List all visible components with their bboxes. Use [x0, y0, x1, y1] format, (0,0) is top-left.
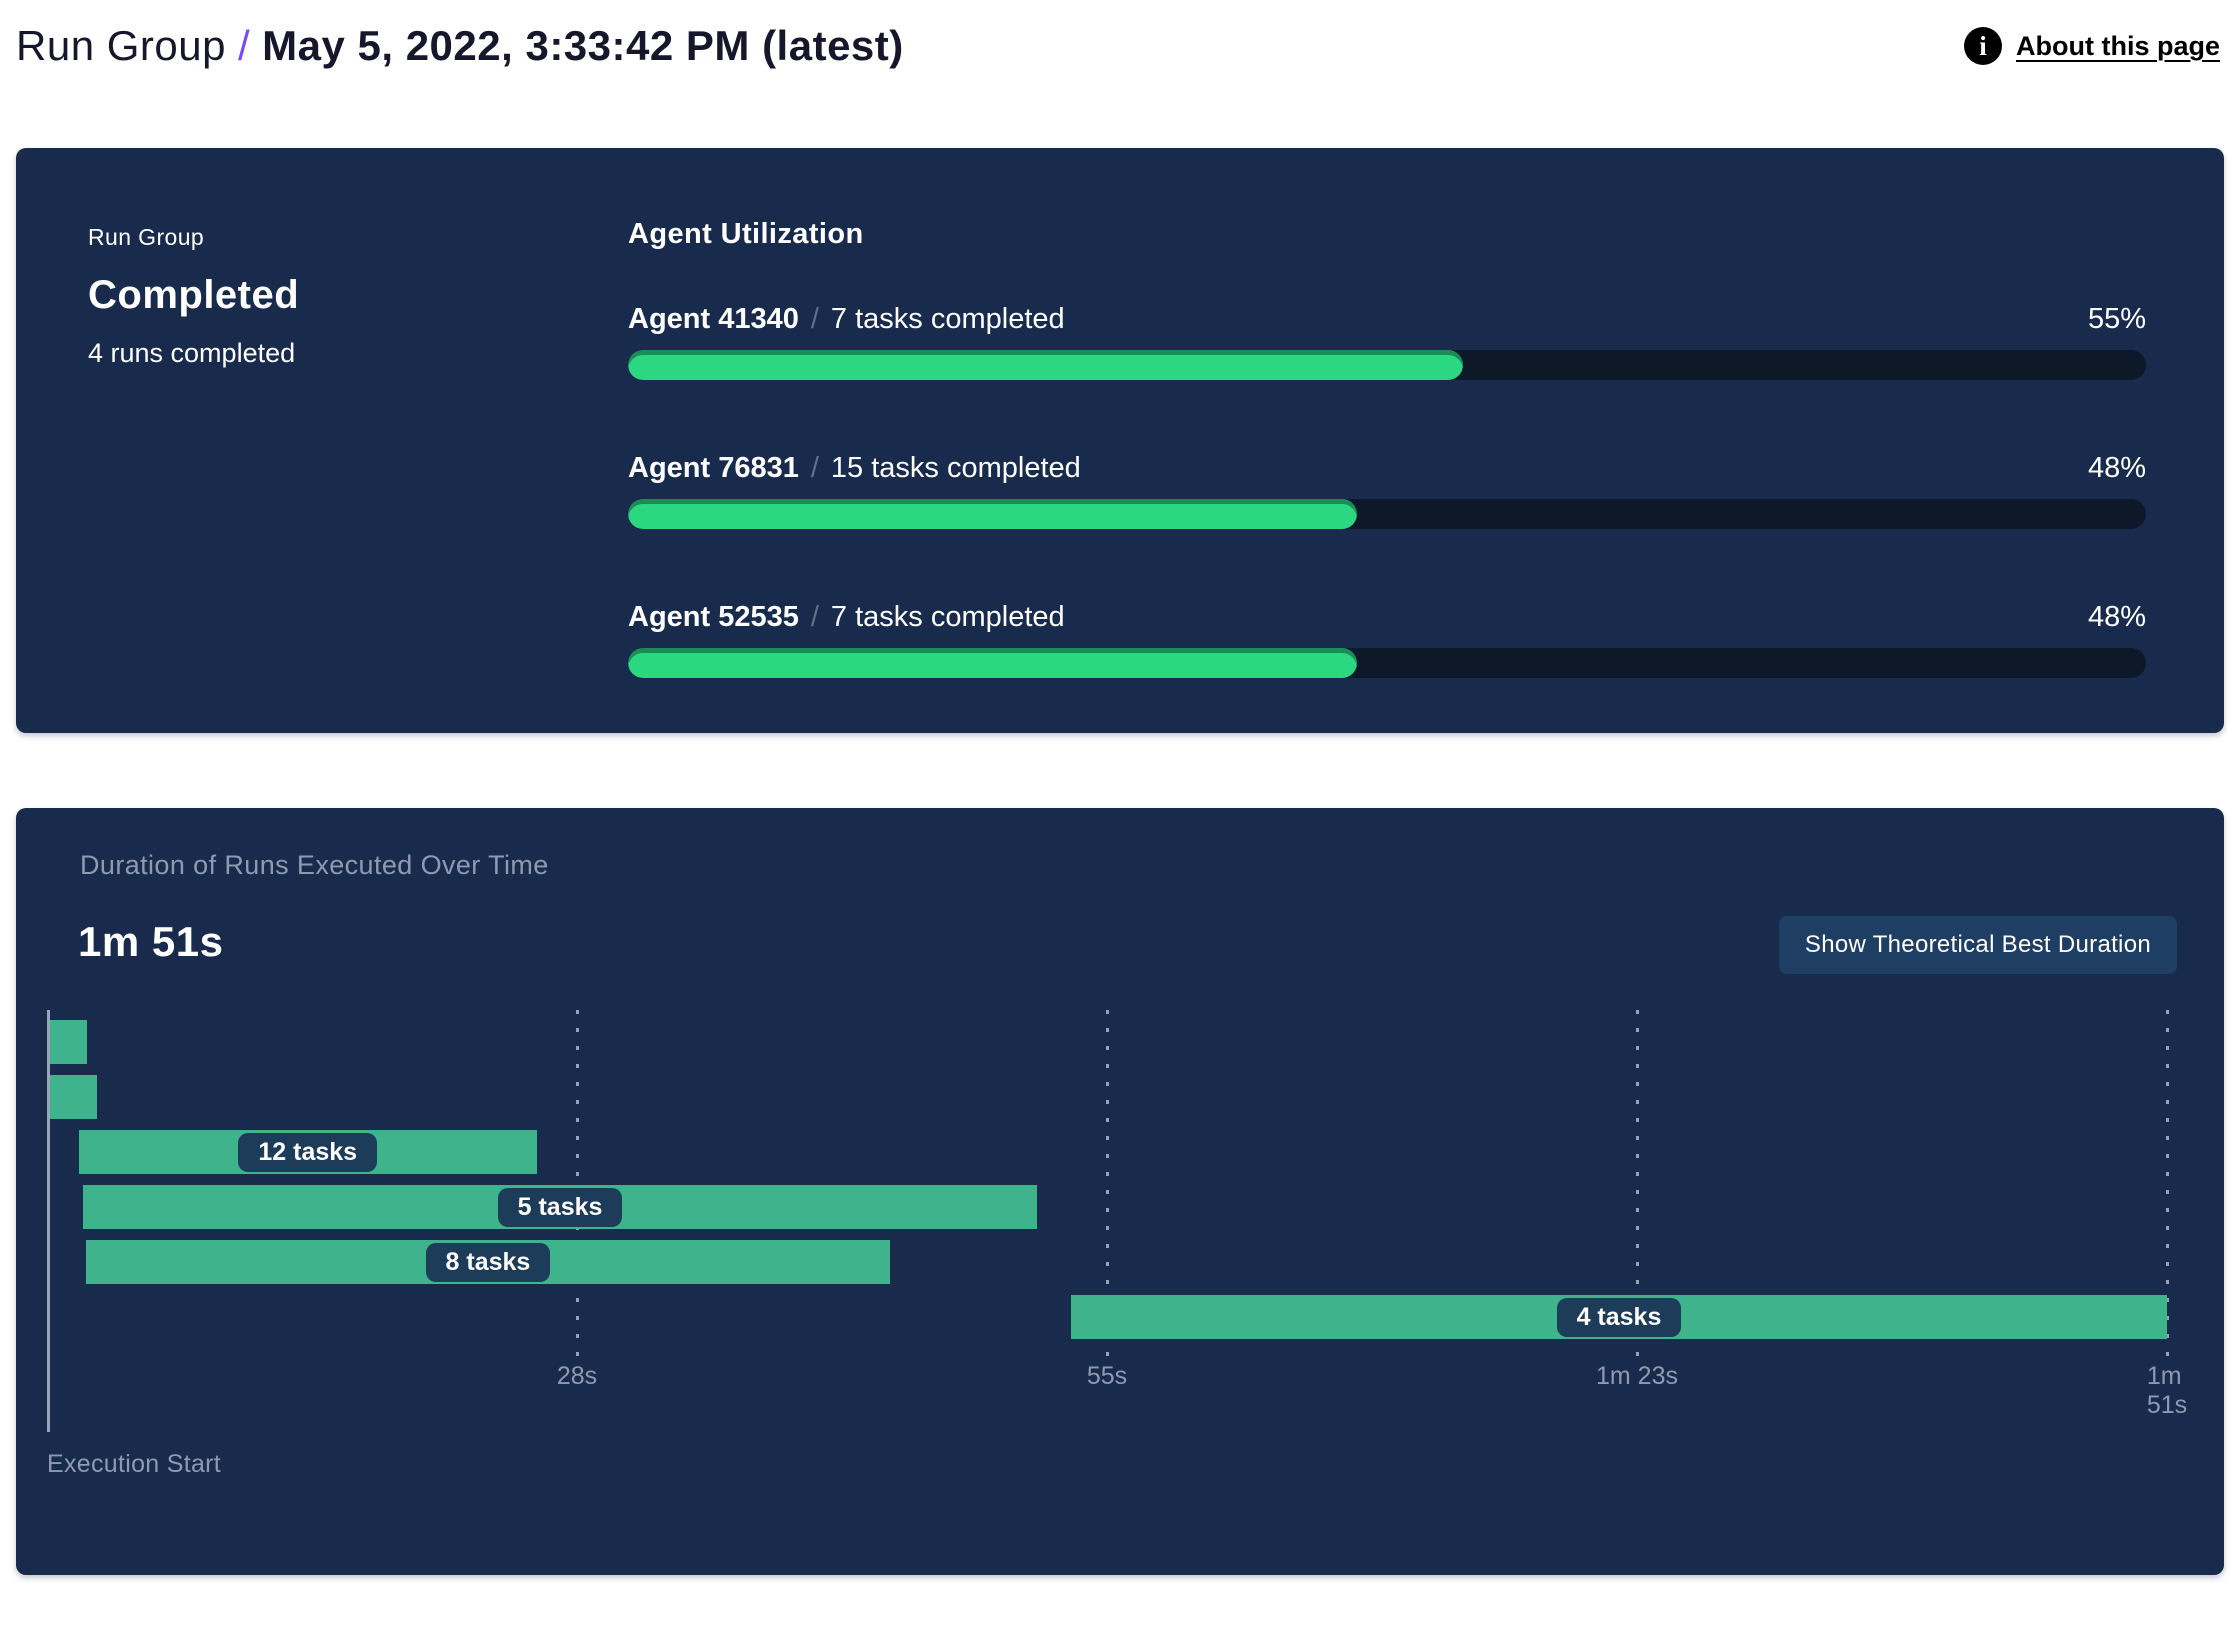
agent-tasks-completed: 7 tasks completed: [830, 303, 1065, 335]
agent-utilization-row: Agent 52535 / 7 tasks completed 48%: [628, 601, 2146, 678]
agent-label-text: Agent 41340 / 7 tasks completed: [628, 303, 1065, 336]
agent-tasks-completed: 15 tasks completed: [830, 452, 1081, 484]
run-group-label: Run Group: [88, 224, 205, 250]
x-axis-tick-label: 1m 51s: [2146, 1362, 2188, 1419]
gantt-task-count-chip: 12 tasks: [238, 1132, 378, 1172]
agent-utilization-row: Agent 76831 / 15 tasks completed 48%: [628, 452, 2146, 529]
agent-progress-fill: [628, 499, 1357, 529]
agent-progress-fill: [628, 350, 1463, 380]
gantt-gridline: [2165, 1010, 2169, 1358]
run-group-status-value: Completed: [88, 273, 300, 317]
agent-utilization-percent: 48%: [2087, 601, 2146, 633]
agent-label-row: Agent 41340 / 7 tasks completed 55%: [628, 303, 2146, 336]
agent-progress-track: [628, 499, 2146, 529]
gantt-run-bar: 5 tasks: [83, 1185, 1038, 1229]
runs-completed-count: 4 runs completed: [88, 338, 296, 368]
info-icon: i: [1964, 27, 2002, 65]
agent-utilization-section: Agent Utilization Agent 41340 / 7 tasks co…: [628, 218, 2146, 678]
gantt-run-bar: 12 tasks: [78, 1130, 537, 1174]
gantt-run-bar: [50, 1020, 88, 1064]
gantt-gridline: [1105, 1010, 1109, 1358]
duration-chart-panel: Duration of Runs Executed Over Time 1m 5…: [16, 808, 2224, 1575]
agent-label-row: Agent 52535 / 7 tasks completed 48%: [628, 601, 2146, 634]
agent-tasks-completed: 7 tasks completed: [830, 601, 1065, 633]
gantt-run-bar: [50, 1075, 97, 1119]
about-link-label: About this page: [2016, 30, 2220, 61]
agent-utilization-heading: Agent Utilization: [628, 218, 864, 250]
duration-chart-title: Duration of Runs Executed Over Time: [80, 850, 549, 880]
show-theoretical-best-duration-button[interactable]: Show Theoretical Best Duration: [1778, 916, 2177, 974]
run-group-status-card: Run Group Completed 4 runs completed: [88, 224, 299, 369]
agent-label-separator: /: [810, 452, 819, 484]
agent-name: Agent 52535: [628, 601, 799, 633]
gantt-gridline: [575, 1010, 579, 1358]
agent-progress-fill: [628, 648, 1357, 678]
gantt-task-count-chip: 4 tasks: [1556, 1297, 1682, 1337]
x-axis-tick-label: 55s: [1086, 1362, 1128, 1390]
gantt-run-bar: 4 tasks: [1070, 1295, 2167, 1339]
agent-utilization-row: Agent 41340 / 7 tasks completed 55%: [628, 303, 2146, 380]
x-axis-tick-label: 1m 23s: [1596, 1362, 1678, 1390]
about-this-page-link[interactable]: i About this page: [1964, 27, 2220, 65]
agent-progress-track: [628, 648, 2146, 678]
total-duration-value: 1m 51s: [78, 918, 224, 965]
agent-label-separator: /: [810, 601, 819, 633]
breadcrumb-root[interactable]: Run Group: [16, 22, 226, 69]
agent-name: Agent 76831: [628, 452, 799, 484]
agent-name: Agent 41340: [628, 303, 799, 335]
page-title: May 5, 2022, 3:33:42 PM (latest): [262, 22, 904, 69]
agent-progress-track: [628, 350, 2146, 380]
gantt-chart: Execution Start 28s 55s 1m 23s 1m 51s 12 tas…: [47, 1010, 2187, 1530]
execution-start-label: Execution Start: [47, 1450, 222, 1478]
gantt-run-bar: 8 tasks: [86, 1240, 890, 1284]
agent-utilization-list: Agent 41340 / 7 tasks completed 55% Agent 76…: [628, 303, 2146, 678]
page-header: Run Group / May 5, 2022, 3:33:42 PM (lates…: [16, 0, 2220, 92]
y-axis-line: [47, 1010, 50, 1432]
x-axis-tick-label: 28s: [556, 1362, 598, 1390]
run-group-status-panel: Run Group Completed 4 runs completed Age…: [16, 148, 2224, 733]
agent-label-row: Agent 76831 / 15 tasks completed 48%: [628, 452, 2146, 485]
agent-label-separator: /: [810, 303, 819, 335]
breadcrumb: Run Group / May 5, 2022, 3:33:42 PM (lates…: [16, 22, 904, 70]
gantt-task-count-chip: 8 tasks: [425, 1242, 551, 1282]
gantt-gridline: [1635, 1010, 1639, 1358]
agent-label-text: Agent 52535 / 7 tasks completed: [628, 601, 1065, 634]
breadcrumb-separator: /: [237, 22, 251, 69]
agent-utilization-percent: 55%: [2087, 303, 2146, 335]
agent-utilization-percent: 48%: [2087, 452, 2146, 484]
agent-label-text: Agent 76831 / 15 tasks completed: [628, 452, 1081, 485]
gantt-task-count-chip: 5 tasks: [497, 1187, 623, 1227]
